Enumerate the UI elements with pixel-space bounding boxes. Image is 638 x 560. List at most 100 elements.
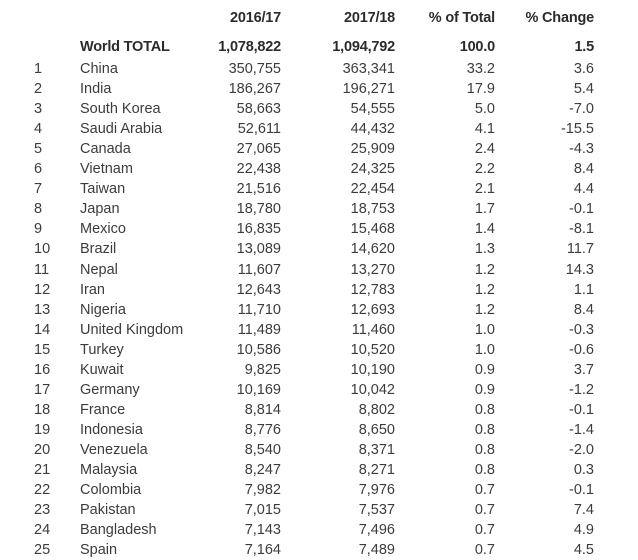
value-2016-17-cell: 10,169 [236, 381, 281, 398]
table-row: 22 Colombia 7,982 7,976 0.7 -0.1 [0, 480, 638, 500]
percent-of-total-cell: 0.9 [474, 381, 495, 398]
rank-cell: 18 [34, 401, 51, 418]
percent-change-cell: 8.4 [573, 301, 594, 318]
percent-change-cell: -7.0 [569, 101, 594, 118]
percent-of-total-cell: 0.8 [474, 401, 495, 418]
value-2017-18-cell: 24,325 [350, 161, 395, 178]
percent-of-total-cell: 1.2 [474, 261, 495, 278]
country-cell: China [80, 61, 118, 77]
country-cell: Canada [80, 141, 131, 158]
value-2017-18-cell: 7,537 [358, 502, 395, 519]
value-2016-17-cell: 52,611 [237, 121, 281, 138]
percent-of-total-cell: 33.2 [466, 61, 495, 77]
percent-change-cell: -8.1 [569, 221, 594, 238]
value-2016-17-cell: 8,814 [244, 401, 281, 418]
rank-cell: 17 [34, 381, 51, 398]
table-row: 18 France 8,814 8,802 0.8 -0.1 [0, 400, 638, 420]
table-row: 10 Brazil 13,089 14,620 1.3 11.7 [0, 239, 638, 259]
value-2016-17-cell: 7,164 [244, 542, 281, 559]
value-2016-17-cell: 27,065 [236, 141, 281, 158]
rank-cell: 10 [34, 241, 51, 258]
world-total-row: World TOTAL 1,078,822 1,094,792 100.0 1.… [0, 37, 638, 57]
total-percent-change: 1.5 [574, 39, 594, 55]
value-2017-18-cell: 8,650 [358, 421, 395, 438]
country-cell: Nepal [80, 261, 118, 278]
table-row: 12 Iran 12,643 12,783 1.2 1.1 [0, 280, 638, 300]
country-cell: Nigeria [80, 301, 126, 318]
value-2017-18-cell: 12,783 [350, 281, 395, 298]
country-cell: Colombia [80, 482, 142, 499]
percent-change-cell: 4.5 [573, 542, 594, 559]
rank-cell: 1 [34, 61, 43, 77]
percent-change-cell: -0.1 [569, 482, 594, 499]
value-2016-17-cell: 12,643 [236, 281, 281, 298]
percent-of-total-cell: 0.8 [474, 421, 495, 438]
rank-cell: 12 [34, 281, 51, 298]
rank-cell: 15 [34, 341, 51, 358]
rank-cell: 22 [34, 482, 51, 499]
total-2016-17: 1,078,822 [218, 39, 281, 55]
value-2016-17-cell: 9,825 [244, 361, 281, 378]
percent-of-total-cell: 17.9 [466, 81, 495, 98]
header-2017-18: 2017/18 [343, 10, 395, 26]
value-2016-17-cell: 11,710 [237, 301, 281, 318]
percent-change-cell: 7.4 [573, 502, 594, 519]
rank-cell: 19 [34, 421, 51, 438]
value-2016-17-cell: 13,089 [236, 241, 281, 258]
value-2017-18-cell: 25,909 [350, 141, 395, 158]
value-2016-17-cell: 350,755 [228, 61, 281, 77]
percent-of-total-cell: 0.8 [474, 462, 495, 478]
percent-change-cell: -0.6 [569, 341, 594, 358]
country-cell: Turkey [80, 341, 124, 358]
value-2017-18-cell: 44,432 [350, 121, 395, 138]
country-cell: Spain [80, 542, 118, 559]
value-2017-18-cell: 11,460 [351, 321, 395, 338]
percent-of-total-cell: 4.1 [474, 121, 495, 138]
table-row: 16 Kuwait 9,825 10,190 0.9 3.7 [0, 360, 638, 380]
table-row: 6 Vietnam 22,438 24,325 2.2 8.4 [0, 159, 638, 179]
country-cell: Vietnam [80, 161, 133, 178]
value-2017-18-cell: 54,555 [350, 101, 395, 118]
value-2016-17-cell: 186,267 [228, 81, 281, 98]
table-header: 2016/17 2017/18 % of Total % Change [0, 8, 638, 28]
rank-cell: 25 [34, 542, 51, 559]
percent-of-total-cell: 2.1 [474, 181, 495, 198]
country-cell: Malaysia [80, 462, 138, 478]
percent-of-total-cell: 0.7 [474, 482, 495, 499]
percent-change-cell: 8.4 [573, 161, 594, 178]
table-row: 3 South Korea 58,663 54,555 5.0 -7.0 [0, 99, 638, 119]
country-cell: Kuwait [80, 361, 124, 378]
rank-cell: 14 [34, 321, 51, 338]
total-label: World TOTAL [80, 39, 170, 55]
percent-of-total-cell: 1.4 [474, 221, 495, 238]
rank-cell: 5 [34, 141, 43, 158]
rank-cell: 7 [34, 181, 43, 198]
rank-cell: 6 [34, 161, 43, 178]
total-percent-of-total: 100.0 [459, 39, 495, 55]
percent-of-total-cell: 0.7 [474, 502, 495, 519]
value-2017-18-cell: 7,489 [358, 542, 395, 559]
table-row: 14 United Kingdom 11,489 11,460 1.0 -0.3 [0, 320, 638, 340]
table-row: 1 China 350,755 363,341 33.2 3.6 [0, 59, 638, 79]
value-2017-18-cell: 7,496 [358, 522, 395, 539]
value-2017-18-cell: 10,190 [350, 361, 395, 378]
percent-change-cell: 1.1 [573, 281, 594, 298]
value-2017-18-cell: 8,371 [358, 441, 395, 458]
percent-change-cell: 3.7 [573, 361, 594, 378]
table-row: 5 Canada 27,065 25,909 2.4 -4.3 [0, 139, 638, 159]
total-2017-18: 1,094,792 [332, 39, 395, 55]
table-row: 8 Japan 18,780 18,753 1.7 -0.1 [0, 199, 638, 219]
percent-change-cell: -4.3 [569, 141, 594, 158]
table-row: 19 Indonesia 8,776 8,650 0.8 -1.4 [0, 420, 638, 440]
percent-change-cell: 11.7 [566, 241, 594, 258]
rank-cell: 8 [34, 201, 43, 218]
percent-change-cell: -0.1 [569, 401, 594, 418]
value-2016-17-cell: 21,516 [236, 181, 281, 198]
percent-of-total-cell: 1.0 [474, 321, 495, 338]
percent-change-cell: -0.3 [569, 321, 594, 338]
table-row: 11 Nepal 11,607 13,270 1.2 14.3 [0, 260, 638, 280]
percent-change-cell: -1.2 [569, 381, 594, 398]
country-cell: Mexico [80, 221, 126, 238]
value-2017-18-cell: 10,520 [350, 341, 395, 358]
value-2017-18-cell: 363,341 [342, 61, 395, 77]
